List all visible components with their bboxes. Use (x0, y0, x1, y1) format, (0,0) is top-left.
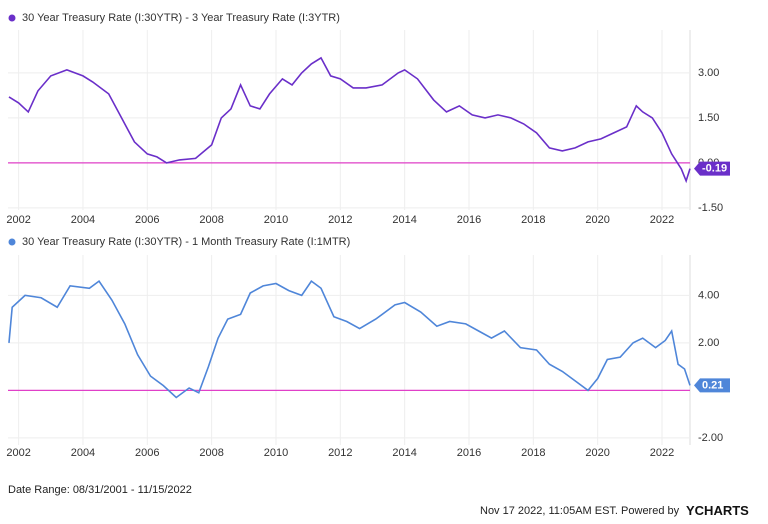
x-tick-label: 2002 (6, 447, 30, 459)
chart: 2002 2004 2006 2008 2010 2012 2014 2016 2018 2020… (6, 12, 730, 459)
legend-label: 30 Year Treasury Rate (I:30YTR) - 1 Mont… (22, 236, 350, 248)
last-value-label: -0.19 (702, 163, 727, 175)
y-tick-label: -1.50 (698, 202, 723, 214)
x-tick-label: 2020 (585, 214, 609, 226)
x-tick-label: 2022 (650, 447, 674, 459)
timestamp: Nov 17 2022, 11:05AM EST. Powered by (480, 505, 680, 517)
x-tick-label: 2022 (650, 214, 674, 226)
legend-marker (8, 14, 16, 22)
legend-label: 30 Year Treasury Rate (I:30YTR) - 3 Year… (22, 12, 340, 24)
y-tick-label: 1.50 (698, 112, 719, 124)
x-tick-label: 2012 (328, 214, 352, 226)
x-tick-label: 2014 (392, 447, 416, 459)
last-value-badge (694, 161, 730, 176)
y-tick-label: -2.00 (698, 432, 723, 444)
x-tick-label: 2006 (135, 447, 159, 459)
date-range: Date Range: 08/31/2001 - 11/15/2022 (8, 484, 192, 496)
last-value-label: 0.21 (702, 379, 723, 391)
x-tick-label: 2014 (392, 214, 416, 226)
series-line (8, 56, 691, 184)
x-tick-label: 2010 (264, 447, 288, 459)
x-tick-label: 2006 (135, 214, 159, 226)
x-tick-label: 2020 (585, 447, 609, 459)
x-tick-label: 2016 (457, 214, 481, 226)
y-tick-label: 2.00 (698, 337, 719, 349)
brand-logo: YCHARTS (686, 503, 749, 518)
x-tick-label: 2004 (71, 447, 95, 459)
legend-marker (8, 238, 16, 246)
series-line (8, 279, 691, 399)
x-tick-label: 2002 (6, 214, 30, 226)
x-tick-label: 2018 (521, 214, 545, 226)
y-tick-label: 4.00 (698, 289, 719, 301)
x-tick-label: 2004 (71, 214, 95, 226)
last-value-badge (694, 378, 730, 393)
x-tick-label: 2018 (521, 447, 545, 459)
x-tick-label: 2012 (328, 447, 352, 459)
x-tick-label: 2008 (199, 447, 223, 459)
y-tick-label: 3.00 (698, 67, 719, 79)
x-tick-label: 2016 (457, 447, 481, 459)
x-tick-label: 2008 (199, 214, 223, 226)
x-tick-label: 2010 (264, 214, 288, 226)
